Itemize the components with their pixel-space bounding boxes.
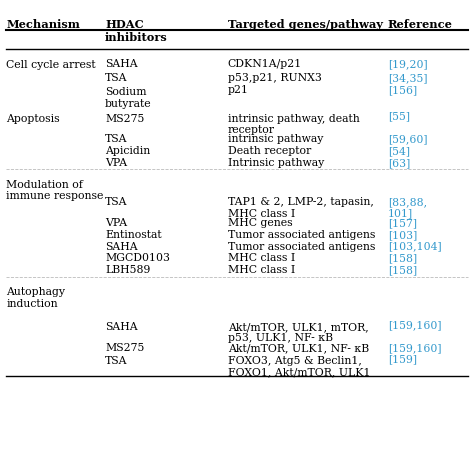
Text: VPA: VPA [105, 218, 127, 228]
Text: TSA: TSA [105, 197, 128, 207]
Text: Autophagy
induction: Autophagy induction [6, 287, 65, 309]
Text: SAHA: SAHA [105, 242, 137, 252]
Text: Mechanism: Mechanism [6, 19, 80, 30]
Text: [159]: [159] [388, 354, 417, 364]
Text: [158]: [158] [388, 254, 417, 264]
Text: SAHA: SAHA [105, 322, 137, 332]
Text: MHC class I: MHC class I [228, 254, 295, 264]
Text: MS275: MS275 [105, 114, 145, 124]
Text: CDKN1A/p21: CDKN1A/p21 [228, 59, 302, 69]
Text: Apoptosis: Apoptosis [6, 114, 60, 124]
Text: [157]: [157] [388, 218, 417, 228]
Text: Sodium
butyrate: Sodium butyrate [105, 87, 152, 109]
Text: p21: p21 [228, 85, 248, 95]
Text: [159,160]: [159,160] [388, 320, 441, 330]
Text: [59,60]: [59,60] [388, 134, 427, 144]
Text: FOXO3, Atg5 & Beclin1,
FOXO1, Akt/mTOR, ULK1: FOXO3, Atg5 & Beclin1, FOXO1, Akt/mTOR, … [228, 356, 370, 377]
Text: MHC genes: MHC genes [228, 218, 292, 228]
Text: VPA: VPA [105, 158, 127, 168]
Text: [158]: [158] [388, 265, 417, 275]
Text: TSA: TSA [105, 134, 128, 144]
Text: LBH589: LBH589 [105, 265, 150, 275]
Text: HDAC
inhibitors: HDAC inhibitors [105, 19, 168, 43]
Text: Targeted genes/pathway: Targeted genes/pathway [228, 19, 383, 30]
Text: Entinostat: Entinostat [105, 230, 162, 240]
Text: [103]: [103] [388, 230, 417, 240]
Text: Apicidin: Apicidin [105, 146, 150, 156]
Text: intrinsic pathway, death
receptor: intrinsic pathway, death receptor [228, 114, 359, 135]
Text: Intrinsic pathway: Intrinsic pathway [228, 158, 324, 168]
Text: Cell cycle arrest: Cell cycle arrest [6, 60, 96, 70]
Text: [83,88,
101]: [83,88, 101] [388, 197, 427, 219]
Text: Akt/mTOR, ULK1, mTOR,
p53, ULK1, NF- κB: Akt/mTOR, ULK1, mTOR, p53, ULK1, NF- κB [228, 322, 368, 344]
Text: TSA: TSA [105, 73, 128, 83]
Text: [34,35]: [34,35] [388, 73, 427, 83]
Text: [103,104]: [103,104] [388, 242, 441, 252]
Text: Modulation of
immune response: Modulation of immune response [6, 180, 103, 201]
Text: [54]: [54] [388, 146, 410, 156]
Text: Reference: Reference [388, 19, 453, 30]
Text: Tumor associated antigens: Tumor associated antigens [228, 242, 375, 252]
Text: [156]: [156] [388, 85, 417, 95]
Text: SAHA: SAHA [105, 59, 137, 69]
Text: MS275: MS275 [105, 343, 145, 353]
Text: [159,160]: [159,160] [388, 343, 441, 353]
Text: [63]: [63] [388, 158, 410, 168]
Text: [55]: [55] [388, 112, 410, 122]
Text: p53,p21, RUNX3: p53,p21, RUNX3 [228, 73, 321, 83]
Text: TSA: TSA [105, 356, 128, 366]
Text: intrinsic pathway: intrinsic pathway [228, 134, 323, 144]
Text: Tumor associated antigens: Tumor associated antigens [228, 230, 375, 240]
Text: [19,20]: [19,20] [388, 59, 428, 69]
Text: TAP1 & 2, LMP-2, tapasin,
MHC class I: TAP1 & 2, LMP-2, tapasin, MHC class I [228, 197, 374, 219]
Text: Death receptor: Death receptor [228, 146, 311, 156]
Text: Akt/mTOR, ULK1, NF- κB: Akt/mTOR, ULK1, NF- κB [228, 343, 369, 353]
Text: MGCD0103: MGCD0103 [105, 254, 170, 264]
Text: MHC class I: MHC class I [228, 265, 295, 275]
